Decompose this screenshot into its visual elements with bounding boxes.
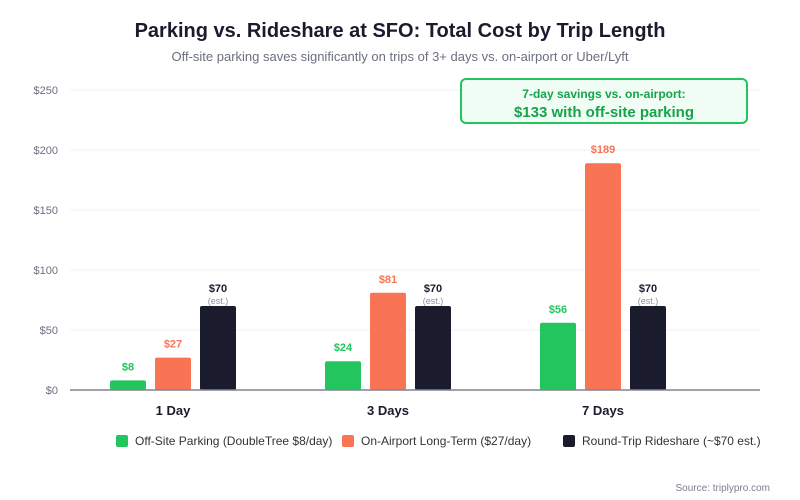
y-tick-label: $0 (46, 385, 58, 397)
data-sublabel: (est.) (208, 296, 229, 306)
x-tick-label: 7 Days (582, 403, 624, 418)
legend-label: On-Airport Long-Term ($27/day) (361, 434, 532, 448)
legend-item-offsite: Off-Site Parking (DoubleTree $8/day) (116, 434, 332, 448)
data-sublabel: (est.) (423, 296, 444, 306)
bar (585, 163, 621, 390)
y-tick-label: $250 (34, 85, 58, 97)
bar (110, 380, 146, 390)
data-label: $24 (334, 342, 353, 354)
legend-label: Off-Site Parking (DoubleTree $8/day) (135, 434, 333, 448)
y-tick-label: $150 (34, 205, 58, 217)
bar (200, 306, 236, 390)
chart-subtitle: Off-site parking saves significantly on … (171, 49, 629, 64)
data-label: $70 (639, 283, 657, 295)
data-label: $81 (379, 274, 397, 286)
x-tick-label: 1 Day (156, 403, 191, 418)
data-label: $56 (549, 304, 567, 316)
y-tick-label: $50 (40, 325, 58, 337)
bar (370, 292, 406, 390)
bar (155, 357, 191, 390)
source-note: Source: triplypro.com (675, 483, 770, 494)
data-label: $8 (122, 361, 134, 373)
legend-item-onairport: On-Airport Long-Term ($27/day) (342, 434, 531, 448)
legend-item-rideshare: Round-Trip Rideshare (~$70 est.) (563, 434, 761, 448)
annotation-line1: 7-day savings vs. on-airport: (522, 87, 686, 101)
legend-swatch (342, 435, 354, 447)
savings-annotation: 7-day savings vs. on-airport: $133 with … (460, 78, 748, 124)
data-label: $189 (591, 144, 615, 156)
annotation-line2: $133 with off-site parking (513, 104, 695, 121)
legend-swatch (116, 435, 128, 447)
bar (540, 322, 576, 390)
y-tick-label: $100 (34, 265, 58, 277)
data-label: $70 (209, 283, 227, 295)
bar (630, 306, 666, 390)
chart-title: Parking vs. Rideshare at SFO: Total Cost… (134, 20, 666, 42)
bar (325, 361, 361, 390)
data-sublabel: (est.) (638, 296, 659, 306)
legend-swatch (563, 435, 575, 447)
legend-label: Round-Trip Rideshare (~$70 est.) (582, 434, 761, 448)
data-label: $27 (164, 339, 182, 351)
x-tick-label: 3 Days (367, 403, 409, 418)
data-label: $70 (424, 283, 442, 295)
y-tick-label: $200 (34, 145, 58, 157)
bar (415, 306, 451, 390)
